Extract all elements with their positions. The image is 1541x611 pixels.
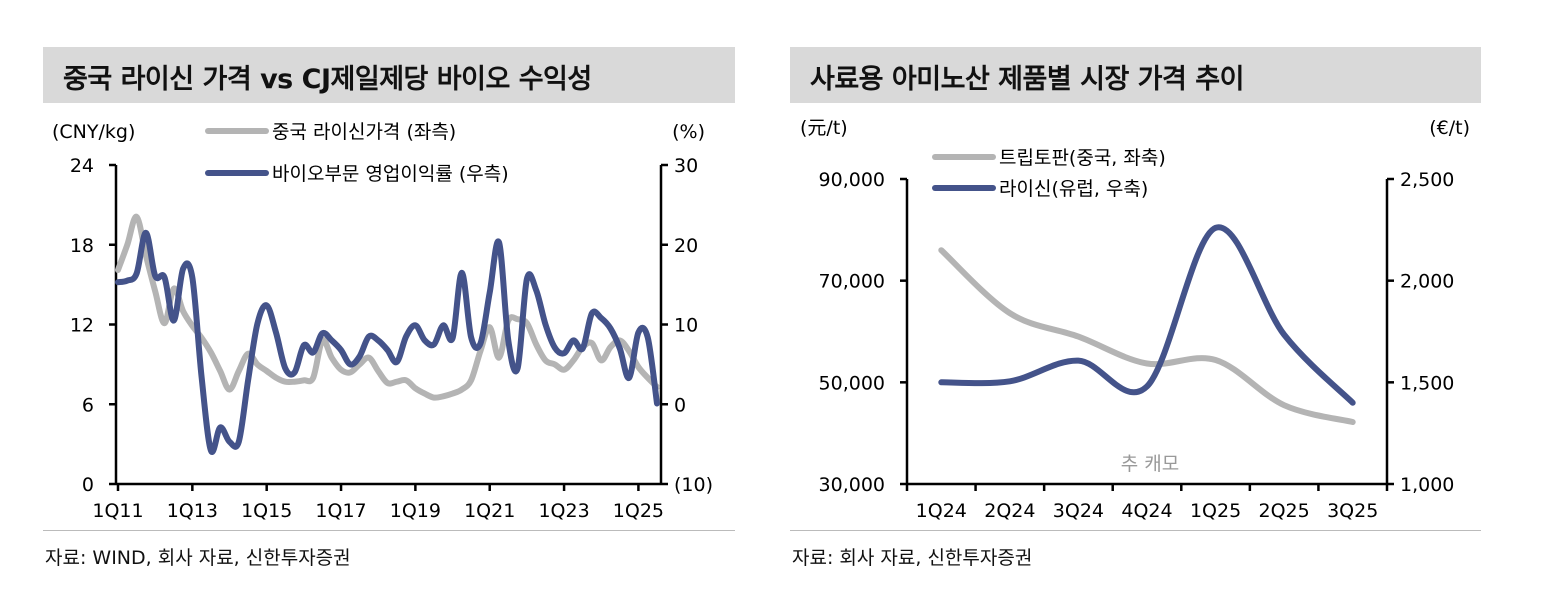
watermark: 추 캐모 <box>1121 453 1179 475</box>
left-divider <box>43 530 735 531</box>
left-y-tick-label: 0 <box>82 474 94 496</box>
right-divider <box>790 530 1481 531</box>
series-line-2 <box>115 229 660 455</box>
right-y-tick-label: 2,000 <box>1400 271 1454 293</box>
right-y-tick-label: 2,500 <box>1400 169 1454 191</box>
left-axis-unit: (CNY/kg) <box>52 121 135 143</box>
x-tick-label: 1Q13 <box>167 500 218 522</box>
left-y-tick-label: 18 <box>70 235 94 257</box>
right-y-tick-label: 1,000 <box>1400 474 1454 496</box>
left-chart-title-bar: 중국 라이신 가격 vs CJ제일제당 바이오 수익성 <box>43 47 735 103</box>
right-y-tick-label: (10) <box>674 474 713 496</box>
x-tick-label: 1Q19 <box>390 500 441 522</box>
left-y-tick-label: 70,000 <box>819 271 885 293</box>
x-tick-label: 1Q24 <box>916 500 967 522</box>
legend-label: 중국 라이신가격 (좌측) <box>272 121 456 143</box>
legend-label: 트립토판(중국, 좌축) <box>999 147 1166 169</box>
x-tick-label: 1Q25 <box>613 500 664 522</box>
left-y-tick-label: 6 <box>82 394 94 416</box>
right-y-tick-label: 30 <box>674 155 698 177</box>
right-y-tick-label: 1,500 <box>1400 372 1454 394</box>
x-tick-label: 1Q17 <box>315 500 366 522</box>
right-chart-title: 사료용 아미노산 제품별 시장 가격 추이 <box>810 64 1244 95</box>
x-tick-label: 1Q11 <box>92 500 143 522</box>
series-line-1 <box>938 247 1356 425</box>
legend-label: 바이오부문 영업이익률 (우측) <box>272 163 509 185</box>
left-y-tick-label: 90,000 <box>819 169 885 191</box>
x-tick-label: 3Q24 <box>1053 500 1104 522</box>
right-y-tick-label: 20 <box>674 235 698 257</box>
right-chart-title-bar: 사료용 아미노산 제품별 시장 가격 추이 <box>790 47 1481 103</box>
x-tick-label: 1Q23 <box>538 500 589 522</box>
right-y-tick-label: 10 <box>674 315 698 337</box>
left-y-tick-label: 12 <box>70 315 94 337</box>
left-y-tick-label: 30,000 <box>819 474 885 496</box>
left-chart-title: 중국 라이신 가격 vs CJ제일제당 바이오 수익성 <box>63 64 592 95</box>
left-y-tick-label: 50,000 <box>819 372 885 394</box>
x-tick-label: 1Q21 <box>464 500 515 522</box>
x-tick-label: 4Q24 <box>1121 500 1172 522</box>
series-line-2 <box>938 224 1356 406</box>
x-tick-label: 1Q15 <box>241 500 292 522</box>
legend-label: 라이신(유럽, 우축) <box>999 178 1148 200</box>
x-tick-label: 2Q25 <box>1259 500 1310 522</box>
x-tick-label: 1Q25 <box>1190 500 1241 522</box>
right-axis-unit: (%) <box>672 121 705 143</box>
left-axis-unit: (元/t) <box>800 117 848 139</box>
right-axis-unit: (€/t) <box>1429 117 1470 139</box>
left-y-tick-label: 24 <box>70 155 94 177</box>
x-tick-label: 2Q24 <box>984 500 1035 522</box>
right-source-note: 자료: 회사 자료, 신한투자증권 <box>792 547 1033 569</box>
right-y-tick-label: 0 <box>674 394 686 416</box>
x-tick-label: 3Q25 <box>1327 500 1378 522</box>
left-source-note: 자료: WIND, 회사 자료, 신한투자증권 <box>45 547 351 569</box>
